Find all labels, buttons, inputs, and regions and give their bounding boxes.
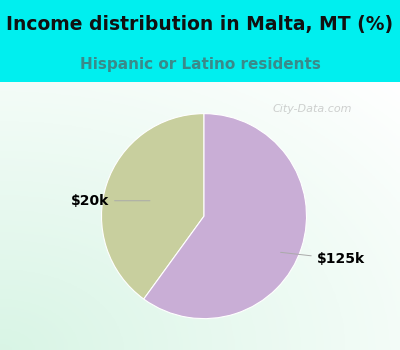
Text: $125k: $125k (280, 252, 365, 266)
Text: $20k: $20k (71, 194, 150, 208)
Text: Hispanic or Latino residents: Hispanic or Latino residents (80, 57, 320, 72)
Wedge shape (102, 114, 204, 299)
Text: City-Data.com: City-Data.com (272, 104, 352, 114)
Text: Income distribution in Malta, MT (%): Income distribution in Malta, MT (%) (6, 15, 394, 34)
Wedge shape (144, 114, 306, 318)
